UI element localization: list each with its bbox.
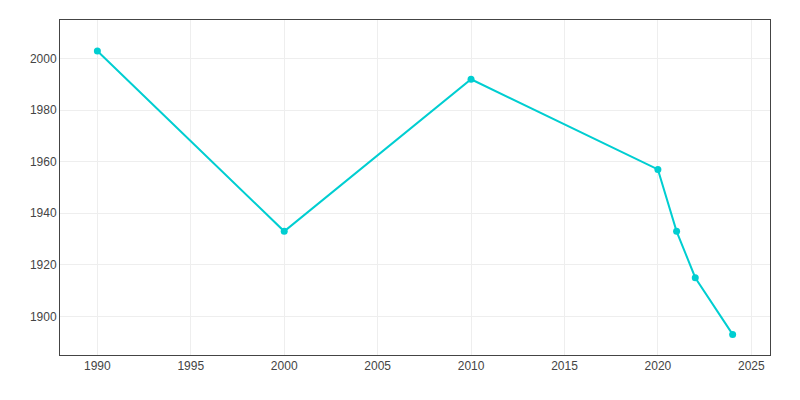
svg-text:1900: 1900 [30,310,57,324]
svg-text:2000: 2000 [30,52,57,66]
svg-text:2005: 2005 [364,359,391,373]
svg-text:1960: 1960 [30,155,57,169]
svg-text:1990: 1990 [84,359,111,373]
svg-text:1940: 1940 [30,206,57,220]
svg-text:1920: 1920 [30,258,57,272]
svg-text:2015: 2015 [551,359,578,373]
svg-text:2000: 2000 [271,359,298,373]
svg-text:2020: 2020 [645,359,672,373]
svg-text:2025: 2025 [738,359,765,373]
svg-text:1995: 1995 [177,359,204,373]
svg-text:2010: 2010 [458,359,485,373]
svg-text:1980: 1980 [30,103,57,117]
